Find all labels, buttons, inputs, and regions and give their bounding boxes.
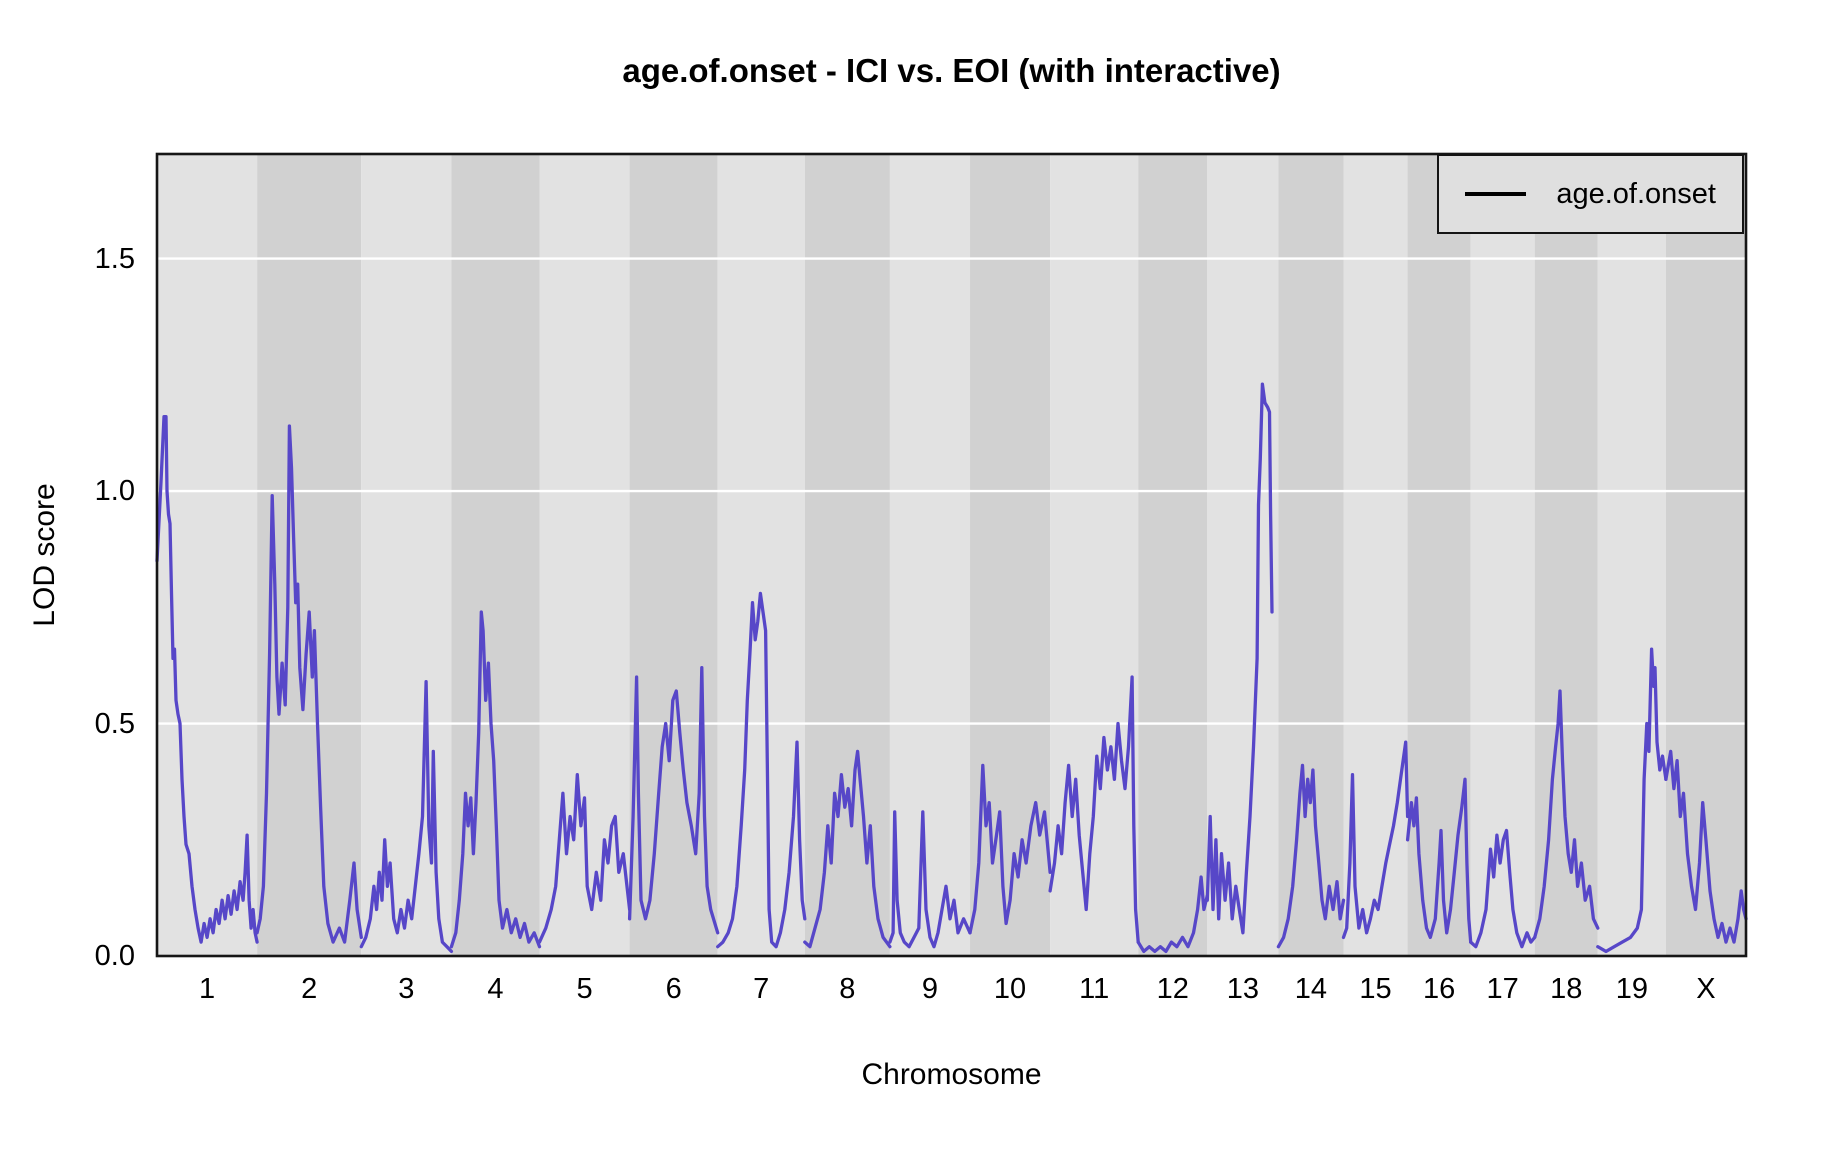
legend-line-sample [1465,192,1527,196]
lod-trace [1533,689,1600,940]
chrom-label: 8 [839,973,856,1005]
lod-trace [1596,647,1668,954]
y-tick-label: 0.0 [94,940,135,972]
chromosome-band [1207,154,1279,956]
chromosome-band [629,154,718,956]
chrom-label: 12 [1156,973,1189,1005]
chrom-label: X [1696,973,1716,1005]
legend: age.of.onset [1437,154,1744,234]
lod-trace [1341,740,1410,940]
plot-border [155,152,1748,958]
lod-trace [1136,875,1209,954]
chrom-label: 18 [1550,973,1583,1005]
chromosome-band [361,154,452,956]
lod-trace [255,424,363,944]
chrom-label: 3 [398,973,415,1005]
chrom-label: 19 [1615,973,1648,1005]
y-tick-label: 1.0 [94,475,135,508]
chrom-label: 6 [665,973,682,1005]
lod-trace [449,610,542,949]
lod-trace [1205,382,1274,935]
chromosome-band [1138,154,1208,956]
legend-label: age.of.onset [1556,177,1716,210]
chromosome-band [1597,154,1666,956]
chrom-label: 11 [1079,973,1110,1005]
chrom-label: 7 [753,973,770,1005]
chromosome-band [1470,154,1535,956]
chrom-label: 13 [1226,973,1259,1005]
lod-trace [1664,749,1748,944]
lod-trace [888,810,972,949]
chromosome-band [804,154,890,956]
lod-trace [1469,828,1537,949]
chrom-label: 17 [1486,973,1519,1005]
lod-trace [359,680,454,954]
chrom-label: 9 [921,973,939,1005]
chromosome-band [889,154,971,956]
y-tick-label: 1.5 [94,242,135,275]
lod-trace [968,763,1052,935]
lod-trace [803,749,892,949]
chrom-label: 15 [1359,973,1392,1005]
chromosome-band [717,154,805,956]
lod-trace [716,591,807,949]
lod-trace [155,415,259,944]
lod-trace [1048,675,1140,944]
chromosome-band [970,154,1051,956]
figure-title: age.of.onset - ICI vs. EOI (with interac… [622,52,1281,89]
y-tick-label: 0.5 [94,707,135,740]
chrom-label: 4 [487,973,504,1005]
chrom-label: 10 [993,973,1027,1005]
lod-trace [627,666,720,935]
chrom-label: 1 [198,973,216,1005]
chrom-label: 14 [1294,973,1328,1005]
chromosome-band [1278,154,1344,956]
lod-trace [1405,777,1473,944]
lod-trace [1276,763,1346,949]
chrom-label: 2 [301,973,318,1005]
chromosome-band [157,154,258,956]
chrom-label: 16 [1422,973,1456,1005]
lod-trace [537,773,632,944]
chrom-label: 5 [576,973,593,1005]
x-axis-label: Chromosome [861,1058,1042,1091]
